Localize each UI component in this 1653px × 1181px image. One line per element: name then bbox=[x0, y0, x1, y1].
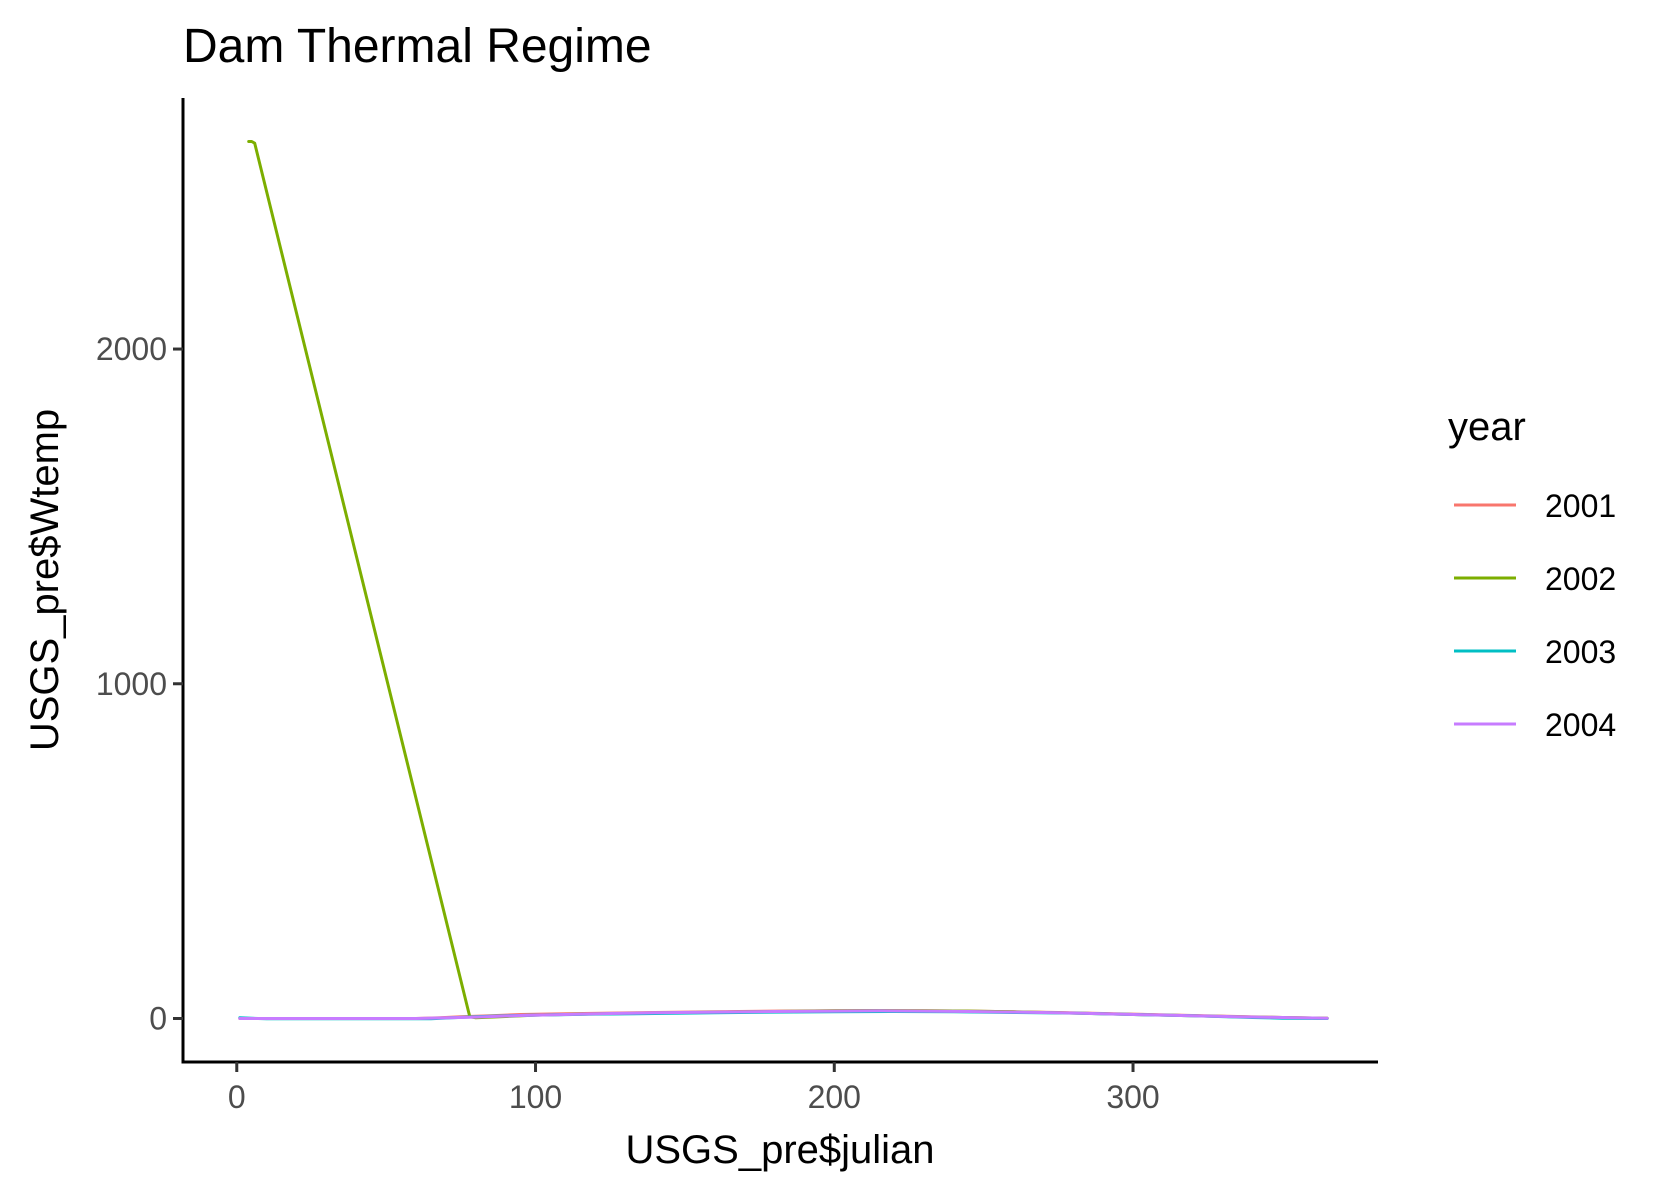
y-tick-label-0: 0 bbox=[149, 1000, 167, 1036]
y-tick-label-1000: 1000 bbox=[96, 666, 167, 702]
y-tick-label-2000: 2000 bbox=[96, 331, 167, 367]
y-axis-ticks: 0 1000 2000 bbox=[96, 331, 183, 1036]
series-line-2002 bbox=[247, 140, 1329, 1020]
legend-title: year bbox=[1448, 405, 1526, 449]
x-axis-title: USGS_pre$julian bbox=[625, 1128, 934, 1172]
series-layer bbox=[238, 140, 1329, 1021]
legend-items: 2001 2002 2003 2004 bbox=[1454, 488, 1616, 743]
legend-label-2003: 2003 bbox=[1545, 634, 1616, 670]
legend-label-2002: 2002 bbox=[1545, 561, 1616, 597]
x-tick-label-100: 100 bbox=[509, 1079, 562, 1115]
legend-label-2004: 2004 bbox=[1545, 707, 1616, 743]
chart-title: Dam Thermal Regime bbox=[183, 20, 652, 73]
x-axis-ticks: 0 100 200 300 bbox=[228, 1062, 1160, 1115]
y-axis-title: USGS_pre$Wtemp bbox=[23, 409, 67, 751]
legend: year 2001 2002 2003 2004 bbox=[1448, 405, 1616, 743]
legend-label-2001: 2001 bbox=[1545, 488, 1616, 524]
x-tick-label-0: 0 bbox=[228, 1079, 246, 1115]
x-tick-label-200: 200 bbox=[808, 1079, 861, 1115]
series-line-2004 bbox=[238, 1009, 1329, 1020]
x-tick-label-300: 300 bbox=[1106, 1079, 1159, 1115]
